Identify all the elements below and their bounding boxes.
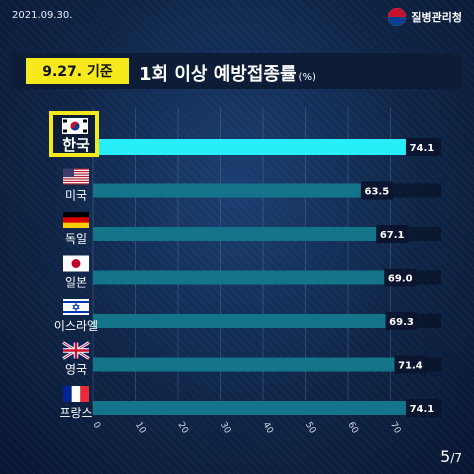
taegeuk-emblem-icon [388,8,407,26]
data-label-box [385,312,418,330]
date-label: 2021.09.30. [12,10,73,21]
data-label: 67.1 [380,230,405,241]
data-label: 69.3 [389,317,414,328]
data-label: 71.4 [398,361,423,372]
page-indicator: 5/7 [440,447,462,466]
germany-flag-icon [63,212,89,228]
data-label-box [405,138,438,156]
data-label-box [376,225,409,243]
bar [93,139,408,155]
category-label: 이스라엘 [54,319,98,333]
org-name: 질병관리청 [411,11,462,24]
category-label: 미국 [65,189,87,203]
uk-flag-icon [62,341,90,360]
data-label: 74.1 [410,404,435,415]
israel-flag-icon [63,299,89,315]
data-label-box [394,355,427,374]
category-label: 영국 [65,363,87,377]
bar [93,314,388,328]
x-tick-label: 0 [90,421,102,431]
chart-title-text: 1회 이상 예방접종률 [139,64,297,85]
page-total: 7 [454,451,462,465]
category-label: 독일 [65,232,87,246]
chart-title: 1회 이상 예방접종률 (%) [139,60,316,86]
x-tick-label: 20 [175,421,190,436]
x-tick-label: 10 [133,421,148,436]
bar [93,227,379,241]
south-korea-flag-icon [62,118,88,134]
bar [93,401,408,415]
category-label: 프랑스 [59,406,92,420]
page-current: 5 [440,447,451,466]
chart-title-unit: (%) [298,72,316,83]
x-tick-label: 70 [388,421,403,436]
x-tick-label: 40 [260,421,275,436]
x-tick-label: 60 [345,421,360,436]
data-label: 74.1 [410,143,435,154]
date-basis-badge: 9.27. 기준 [26,58,129,84]
bar [93,270,387,285]
data-label-box [360,181,393,200]
data-label: 63.5 [365,187,390,198]
x-tick-label: 30 [218,421,233,436]
data-label: 69.0 [388,274,413,285]
org-logo: 질병관리청 [388,8,462,26]
bar [93,183,363,198]
category-label: 일본 [65,276,87,290]
usa-flag-icon [63,168,89,185]
category-label: 한국 [62,136,90,154]
japan-flag-icon [63,255,89,272]
france-flag-icon [63,386,89,402]
bar [93,357,397,372]
data-label-box [405,399,438,417]
data-label-box [384,268,417,287]
x-tick-label: 50 [303,421,318,436]
